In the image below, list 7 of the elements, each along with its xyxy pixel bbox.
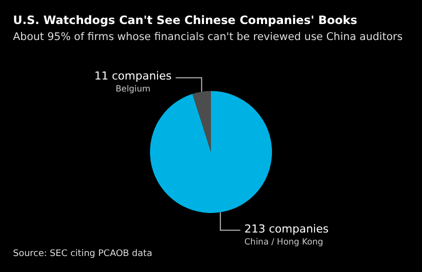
chart-title: U.S. Watchdogs Can't See Chinese Companies' Books [13,13,358,27]
source-note: Source: SEC citing PCAOB data [13,249,152,259]
chart-subtitle: About 95% of firms whose financials can't be reviewed use China auditors [13,31,403,43]
data-label: 11 companies [94,70,172,83]
slice-label: Belgium [116,84,150,95]
data-label: 213 companies [244,222,329,236]
slice-label: China / Hong Kong [244,237,324,248]
